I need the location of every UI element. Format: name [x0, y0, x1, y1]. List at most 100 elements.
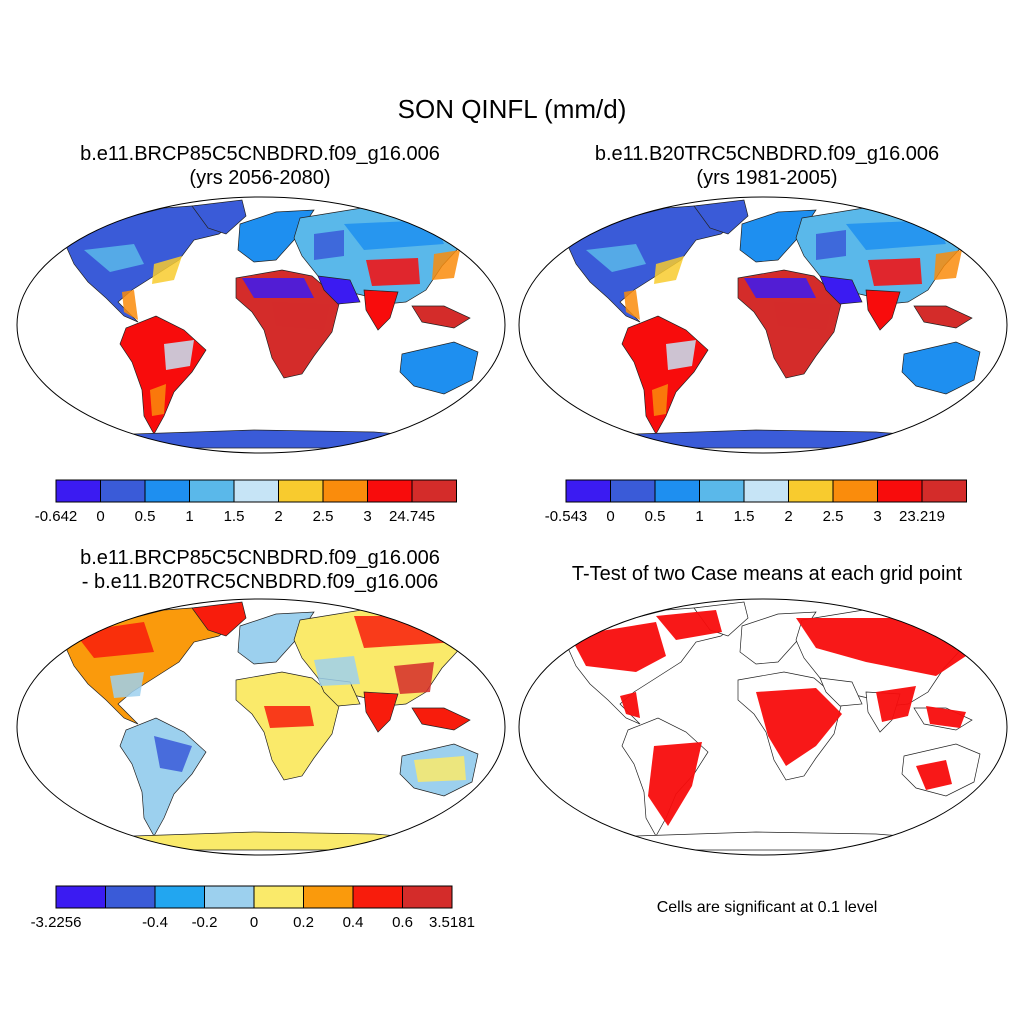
- diff-patch-4: [314, 656, 360, 686]
- colorbar-1-box-3: [189, 479, 235, 503]
- panel-3-title-line1: b.e11.BRCP85C5CNBDRD.f09_g16.006: [80, 547, 440, 569]
- colorbar-3-box-1: [105, 885, 156, 909]
- panel-1-title-line1: b.e11.BRCP85C5CNBDRD.f09_g16.006: [80, 143, 440, 165]
- colorbar-2-box-8: [921, 479, 967, 503]
- colorbar-3-label-5: 0.2: [293, 914, 314, 931]
- field-patch-1: [654, 256, 684, 284]
- colorbar-1-box-2: [144, 479, 190, 503]
- colorbar-panel-2: -0.543 0 0.5 1 1.5 2 2.5 3 23.219: [545, 479, 967, 525]
- field-patch-2: [122, 290, 138, 320]
- land-arabia: [317, 275, 361, 305]
- colorbar-2-box-7: [877, 479, 923, 503]
- diff-patch-7: [414, 756, 466, 782]
- land-europe: [739, 209, 817, 263]
- field-patch-0: [586, 244, 646, 272]
- significant-region-8: [916, 760, 952, 790]
- map-panel-3: [16, 598, 506, 856]
- field-patch-3: [666, 340, 696, 370]
- field-patch-4: [150, 384, 166, 416]
- field-patch-0: [84, 244, 144, 272]
- land-europe: [237, 209, 315, 263]
- outline-arabia: [819, 677, 863, 707]
- land-india: [363, 691, 399, 733]
- colorbar-1-box-5: [278, 479, 324, 503]
- panel-1-title: b.e11.BRCP85C5CNBDRD.f09_g16.006 (yrs 20…: [20, 142, 500, 190]
- map-panel-1: [16, 196, 506, 454]
- outline-antarctica: [601, 831, 991, 851]
- colorbar-3-box-0: [55, 885, 106, 909]
- field-patch-1: [152, 256, 182, 284]
- figure-title: SON QINFL (mm/d): [397, 94, 627, 124]
- colorbar-2-box-1: [610, 479, 656, 503]
- colorbar-3-label-4: 0: [250, 914, 258, 931]
- colorbar-2-box-6: [832, 479, 878, 503]
- colorbar-1-box-8: [411, 479, 457, 503]
- land-seasia: [411, 707, 471, 731]
- colorbar-2-box-5: [788, 479, 834, 503]
- significance-note: Cells are significant at 0.1 level: [656, 899, 878, 916]
- field-patch-9: [816, 230, 846, 260]
- land-seasia: [411, 305, 471, 329]
- colorbar-3-label-8: 3.5181: [429, 914, 475, 931]
- significant-region-6: [876, 686, 916, 722]
- colorbar-1-box-1: [100, 479, 146, 503]
- colorbar-3-label-7: 0.6: [392, 914, 413, 931]
- land-europe: [237, 611, 315, 665]
- map-panel-4: [518, 598, 1008, 856]
- colorbar-3-label-6: 0.4: [343, 914, 364, 931]
- field-patch-8: [868, 258, 922, 286]
- panel-3-title: b.e11.BRCP85C5CNBDRD.f09_g16.006 - b.e11…: [20, 546, 500, 594]
- colorbar-3-box-4: [253, 885, 304, 909]
- colorbar-3-box-7: [402, 885, 453, 909]
- colorbar-1-label-2: 0.5: [135, 508, 156, 525]
- outline-europe: [739, 611, 817, 665]
- field-patch-8: [366, 258, 420, 286]
- colorbar-3-box-3: [204, 885, 255, 909]
- panel-4-title: T-Test of two Case means at each grid po…: [527, 562, 1007, 586]
- field-patch-3: [164, 340, 194, 370]
- panel-4-title-line1: T-Test of two Case means at each grid po…: [571, 563, 963, 585]
- map-border-p2: [518, 196, 1008, 454]
- land-arabia: [819, 275, 863, 305]
- colorbar-2-label-8: 23.219: [899, 508, 945, 525]
- colorbar-2-label-1: 0: [606, 508, 614, 525]
- field-patch-5: [242, 278, 314, 298]
- colorbar-2-label-7: 3: [873, 508, 881, 525]
- land-greenland: [191, 601, 247, 637]
- colorbar-2-label-5: 2: [784, 508, 792, 525]
- colorbar-2-box-2: [654, 479, 700, 503]
- diff-patch-5: [264, 706, 314, 728]
- land-samerica: [621, 315, 709, 435]
- colorbar-1-label-3: 1: [185, 508, 193, 525]
- diff-patch-2: [154, 736, 192, 772]
- panel-2-title-line1: b.e11.B20TRC5CNBDRD.f09_g16.006: [594, 143, 940, 165]
- field-patch-10: [934, 250, 962, 280]
- colorbar-1-label-1: 0: [96, 508, 104, 525]
- land-antarctica: [601, 429, 991, 449]
- panel-1-title-line2: (yrs 2056-2080): [189, 167, 331, 189]
- colorbar-1-label-6: 2.5: [313, 508, 334, 525]
- field-patch-6: [272, 302, 330, 330]
- panel-3-title-line2: - b.e11.B20TRC5CNBDRD.f09_g16.006: [81, 571, 439, 593]
- colorbar-3-box-6: [352, 885, 403, 909]
- land-india: [363, 289, 399, 331]
- colorbar-1-label-5: 2: [274, 508, 282, 525]
- colorbar-1-label-8: 24.745: [389, 508, 435, 525]
- colorbar-1-box-7: [367, 479, 413, 503]
- map-panel-2: [518, 196, 1008, 454]
- colorbar-2-label-6: 2.5: [823, 508, 844, 525]
- colorbar-2-label-2: 0.5: [645, 508, 666, 525]
- map-border-p3: [16, 598, 506, 856]
- colorbar-3-label-2: -0.4: [142, 914, 168, 931]
- colorbar-2-box-4: [743, 479, 789, 503]
- significant-region-7: [926, 706, 966, 728]
- significant-region-5: [756, 688, 842, 766]
- land-antarctica: [99, 429, 489, 449]
- land-antarctica: [99, 831, 489, 851]
- land-samerica: [119, 315, 207, 435]
- panel-2-title: b.e11.B20TRC5CNBDRD.f09_g16.006 (yrs 198…: [527, 142, 1007, 190]
- colorbar-3-box-5: [303, 885, 354, 909]
- colorbar-2-box-0: [565, 479, 611, 503]
- colorbar-1-label-0: -0.642: [35, 508, 78, 525]
- land-india: [865, 289, 901, 331]
